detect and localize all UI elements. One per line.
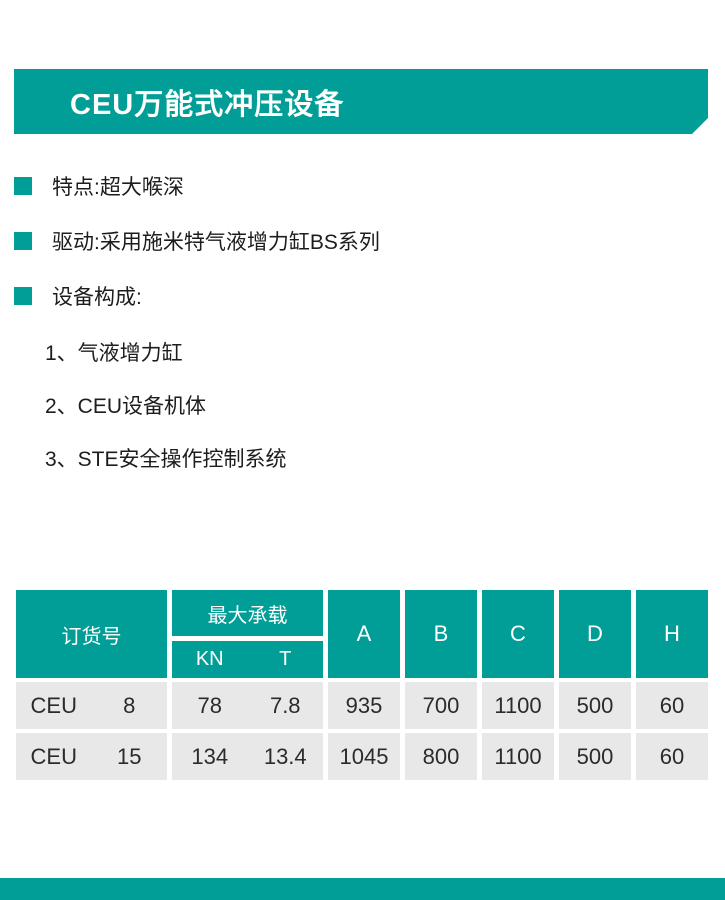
col-header-kn: KN <box>195 648 224 670</box>
equipment-item-label: 2、CEU设备机体 <box>45 395 207 418</box>
equipment-item-1: 1、气液增力缸 <box>45 334 183 370</box>
title-bar: CEU万能式冲压设备 <box>14 69 708 134</box>
max-load-units: KN T <box>172 641 323 678</box>
kn-value: 134 <box>191 743 229 769</box>
bullet-square-icon <box>14 287 32 305</box>
table-row-1-d: 500 <box>559 682 631 729</box>
table-row-1-a: 935 <box>328 682 400 729</box>
model-value: 8 <box>123 692 136 718</box>
table-row-1-order-no: CEU 8 <box>16 682 167 729</box>
table-row-1-b: 700 <box>405 682 477 729</box>
table-row-2-c: 1100 <box>482 733 554 780</box>
spec-table: 订货号 最大承载 KN T A B C D H CEU 8 78 7.8 935… <box>16 590 708 780</box>
page-title: CEU万能式冲压设备 <box>70 88 345 121</box>
col-header-a: A <box>328 590 400 678</box>
feature-item-traits: 特点:超大喉深 <box>14 168 184 204</box>
bullet-square-icon <box>14 177 32 195</box>
col-header-max-load: 最大承载 <box>207 604 288 627</box>
kn-value: 78 <box>197 692 222 718</box>
col-header-t: T <box>279 648 292 670</box>
table-row-2-h: 60 <box>636 733 708 780</box>
feature-item-composition: 设备构成: <box>14 278 142 314</box>
table-row-2-b: 800 <box>405 733 477 780</box>
feature-label: 特点:超大喉深 <box>52 176 184 199</box>
series-value: CEU <box>30 743 77 769</box>
feature-label: 设备构成: <box>52 286 142 309</box>
table-row-1-h: 60 <box>636 682 708 729</box>
table-row-2-max-load: 134 13.4 <box>172 733 323 780</box>
equipment-item-label: 3、STE安全操作控制系统 <box>45 448 287 471</box>
footer-bar <box>0 878 725 900</box>
t-value: 7.8 <box>269 692 301 718</box>
table-row-2-order-no: CEU 15 <box>16 733 167 780</box>
feature-item-drive: 驱动:采用施米特气液增力缸BS系列 <box>14 223 380 259</box>
header-divider <box>172 636 323 641</box>
table-row-2-a: 1045 <box>328 733 400 780</box>
feature-label: 驱动:采用施米特气液增力缸BS系列 <box>52 231 380 254</box>
col-header-order-no: 订货号 <box>16 590 167 678</box>
t-value: 13.4 <box>263 743 307 769</box>
series-value: CEU <box>30 692 77 718</box>
equipment-item-label: 1、气液增力缸 <box>45 342 183 365</box>
table-row-1-max-load: 78 7.8 <box>172 682 323 729</box>
equipment-item-3: 3、STE安全操作控制系统 <box>45 440 287 476</box>
col-header-b: B <box>405 590 477 678</box>
bullet-square-icon <box>14 232 32 250</box>
col-header-d: D <box>559 590 631 678</box>
equipment-item-2: 2、CEU设备机体 <box>45 387 206 423</box>
col-header-max-load-group: 最大承载 KN T <box>172 590 323 678</box>
model-value: 15 <box>117 743 142 769</box>
table-row-2-d: 500 <box>559 733 631 780</box>
col-header-c: C <box>482 590 554 678</box>
col-header-h: H <box>636 590 708 678</box>
table-row-1-c: 1100 <box>482 682 554 729</box>
